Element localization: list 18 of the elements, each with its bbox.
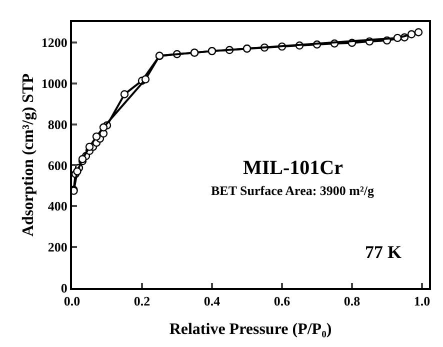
- x-tick-label: 0.0: [64, 294, 80, 309]
- y-tick-label: 200: [48, 240, 68, 255]
- x-tick-label: 0.4: [204, 294, 221, 309]
- y-axis-title: Adsorption (cm³/g) STP: [20, 73, 37, 237]
- y-tick-label: 400: [48, 198, 68, 214]
- x-tick-label: 1.0: [414, 294, 430, 309]
- y-tick-label: 800: [48, 116, 68, 132]
- y-tick-label: 0: [60, 280, 68, 296]
- y-tick-label: 1000: [41, 76, 68, 91]
- annotation: MIL-101Cr: [243, 157, 344, 179]
- x-tick-label: 0.2: [134, 294, 150, 309]
- x-tick-label: 0.6: [274, 294, 291, 309]
- annotation: BET Surface Area: 3900 m²/g: [211, 183, 375, 198]
- x-axis-title: Relative Pressure (P/P₀): [169, 320, 332, 338]
- x-tick-label: 0.8: [344, 294, 361, 309]
- annotation: 77 K: [365, 242, 402, 262]
- y-tick-label: 1200: [41, 35, 68, 50]
- y-tick-label: 600: [48, 158, 68, 173]
